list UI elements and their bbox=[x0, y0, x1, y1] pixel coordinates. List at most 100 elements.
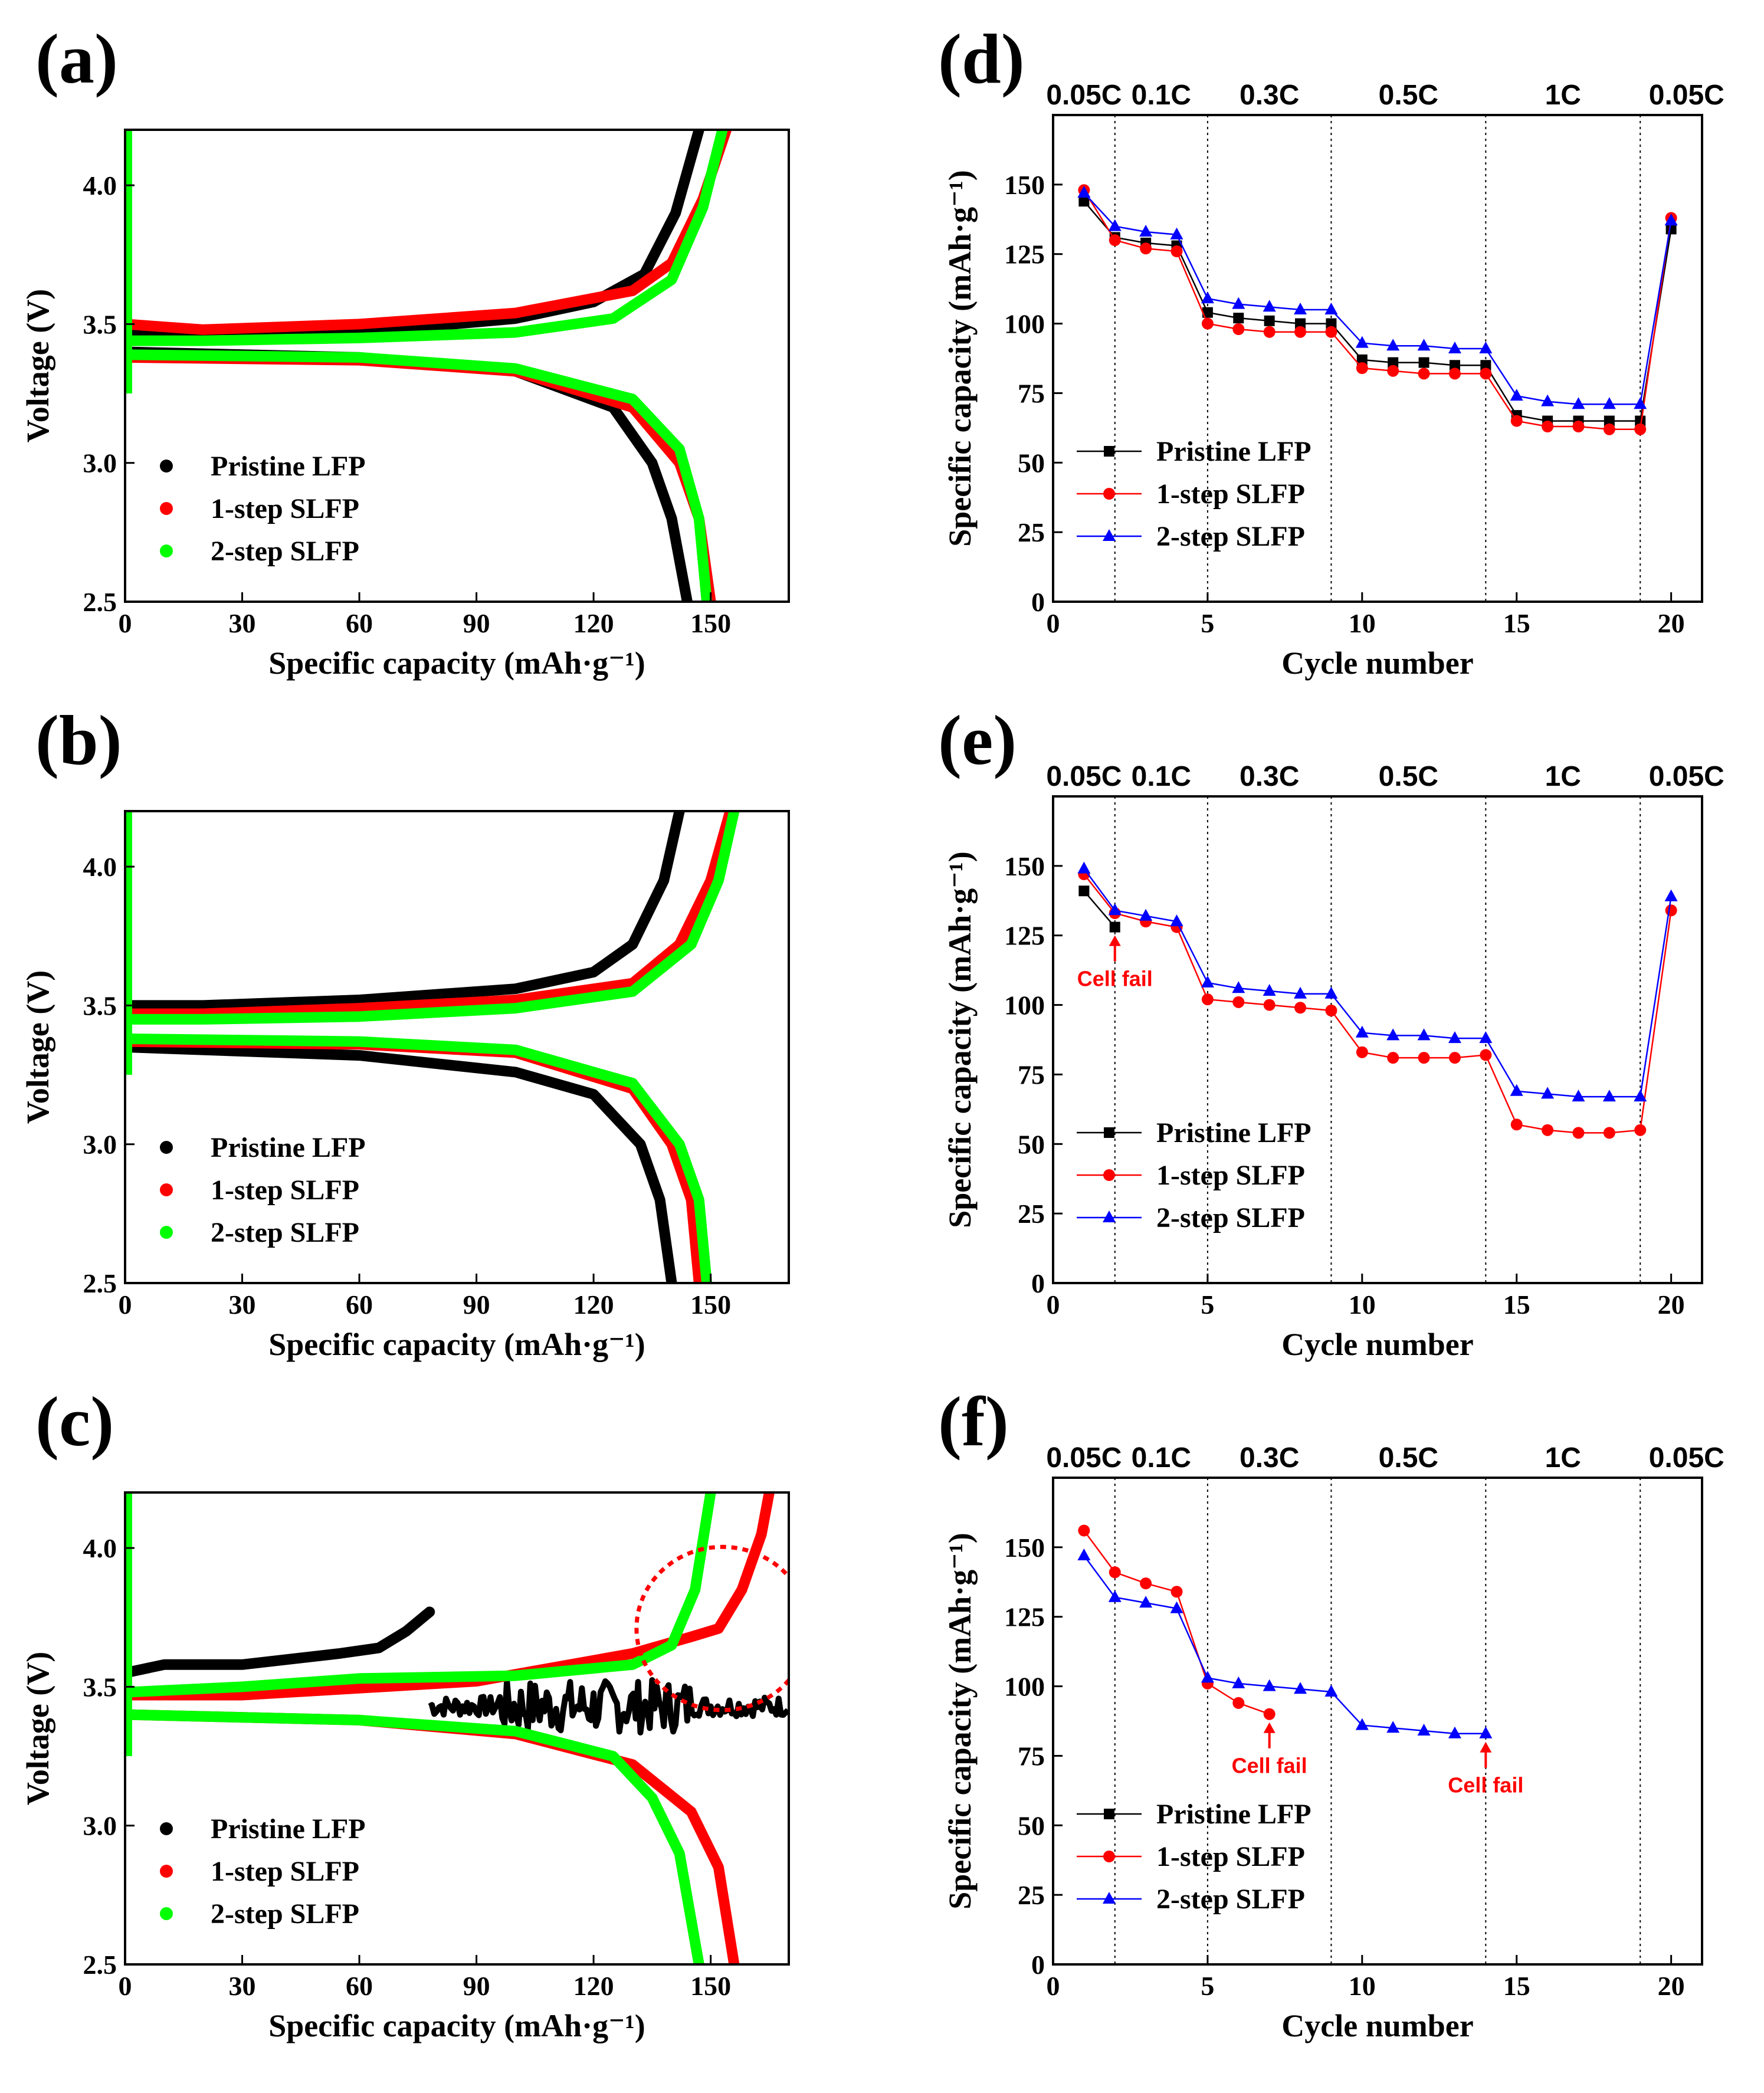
data-point bbox=[1418, 1052, 1430, 1064]
data-point bbox=[1232, 297, 1245, 309]
chart-panel-a: (a) 0 30 60 90 120 150 2.5 3.0 3.5 4.0 Specific cap… bbox=[20, 19, 790, 681]
y-tick-label: 150 bbox=[1004, 1533, 1045, 1563]
data-point bbox=[1572, 421, 1585, 432]
legend-label: 2-step SLFP bbox=[211, 536, 359, 567]
data-point bbox=[1139, 225, 1153, 237]
cell-fail-arrowhead bbox=[1480, 1741, 1492, 1753]
x-tick-label: 10 bbox=[1349, 1290, 1376, 1320]
data-point bbox=[1448, 368, 1461, 380]
legend-item: 1-step SLFP bbox=[160, 493, 359, 524]
plot-frame bbox=[1052, 795, 1703, 1284]
data-point bbox=[1417, 1724, 1431, 1736]
x-tick-label: 150 bbox=[690, 1290, 731, 1320]
legend-item: 1-step SLFP bbox=[1077, 1841, 1305, 1872]
data-point bbox=[1449, 360, 1460, 371]
legend-marker bbox=[1103, 1169, 1115, 1181]
y-tick-label: 3.5 bbox=[83, 1672, 117, 1702]
data-point bbox=[1140, 242, 1152, 255]
data-point bbox=[1664, 214, 1678, 226]
plot-frame bbox=[1052, 114, 1703, 603]
data-point bbox=[1201, 975, 1214, 988]
x-tick-label: 5 bbox=[1201, 1971, 1214, 2001]
panel-label: (a) bbox=[35, 19, 118, 98]
data-point bbox=[1418, 368, 1430, 380]
series-line bbox=[1083, 1555, 1486, 1734]
data-point bbox=[1078, 196, 1090, 207]
x-axis-title: Specific capacity (mAh·g⁻¹) bbox=[268, 645, 645, 681]
legend-item: Pristine LFP bbox=[160, 1132, 366, 1163]
legend-marker bbox=[160, 1141, 173, 1154]
data-point bbox=[1294, 326, 1307, 338]
data-point bbox=[1232, 323, 1245, 335]
plot-area bbox=[125, 1492, 789, 1964]
y-tick-label: 4.0 bbox=[83, 1533, 117, 1563]
charge-curve bbox=[125, 811, 736, 1019]
legend-marker bbox=[160, 502, 173, 515]
rate-label: 0.5C bbox=[1379, 80, 1438, 111]
data-point bbox=[1480, 360, 1491, 371]
y-tick-label: 75 bbox=[1018, 378, 1045, 408]
data-point bbox=[1202, 307, 1213, 318]
discharge-curve bbox=[125, 349, 712, 602]
legend-label: 2-step SLFP bbox=[211, 1898, 359, 1930]
x-tick-label: 60 bbox=[346, 1971, 373, 2001]
data-point bbox=[1417, 339, 1431, 351]
data-point bbox=[1232, 996, 1245, 1008]
data-point bbox=[1294, 986, 1307, 999]
legend: Pristine LFP 1-step SLFP 2-step SLFP bbox=[160, 451, 366, 567]
charge-curve bbox=[125, 1492, 716, 1698]
data-point bbox=[1170, 1586, 1183, 1598]
y-axis-title: Specific capacity (mAh·g⁻¹) bbox=[942, 170, 978, 547]
data-point bbox=[1448, 1052, 1461, 1064]
plot-area bbox=[1077, 115, 1678, 602]
data-point bbox=[1077, 1549, 1091, 1560]
series-2-step-slfp bbox=[1077, 1549, 1493, 1738]
data-point bbox=[1480, 368, 1492, 380]
series-line bbox=[1083, 192, 1672, 405]
data-point bbox=[1295, 318, 1306, 329]
rate-label: 0.3C bbox=[1240, 1442, 1299, 1474]
data-point bbox=[1541, 1087, 1555, 1099]
x-tick-label: 0 bbox=[1047, 1290, 1060, 1320]
panel-label: (d) bbox=[938, 19, 1025, 98]
y-tick-label: 125 bbox=[1004, 240, 1045, 270]
data-point bbox=[1109, 1566, 1121, 1579]
legend-item: Pristine LFP bbox=[1077, 436, 1311, 467]
data-point bbox=[1542, 421, 1554, 432]
legend-item: 2-step SLFP bbox=[1077, 1202, 1305, 1234]
data-point bbox=[1201, 291, 1214, 304]
cell-fail-label: Cell fail bbox=[1232, 1754, 1307, 1778]
y-tick-label: 50 bbox=[1018, 1129, 1045, 1159]
data-point bbox=[1479, 342, 1493, 353]
legend-item: 1-step SLFP bbox=[1077, 478, 1305, 510]
data-point bbox=[1170, 1601, 1183, 1613]
x-axis-title: Cycle number bbox=[1281, 2008, 1473, 2043]
series-2-step-slfp bbox=[1077, 186, 1678, 409]
x-tick-label: 120 bbox=[573, 1971, 614, 2001]
legend-marker bbox=[160, 544, 173, 557]
data-point bbox=[1480, 1049, 1492, 1061]
rate-label: 0.05C bbox=[1649, 80, 1724, 111]
y-axis-title: Voltage (V) bbox=[20, 289, 55, 442]
x-tick-label: 120 bbox=[573, 1290, 614, 1320]
rate-label: 0.5C bbox=[1379, 1442, 1438, 1474]
legend-label: 2-step SLFP bbox=[1156, 1202, 1305, 1234]
plot-frame bbox=[124, 129, 790, 603]
legend-marker bbox=[160, 1183, 173, 1196]
data-point bbox=[1355, 336, 1369, 348]
y-tick-label: 25 bbox=[1018, 1199, 1045, 1229]
data-point bbox=[1479, 1726, 1493, 1738]
data-point bbox=[1634, 397, 1647, 409]
data-point bbox=[1388, 357, 1399, 368]
legend-label: 2-step SLFP bbox=[211, 1217, 359, 1248]
x-tick-label: 90 bbox=[463, 608, 490, 638]
data-point bbox=[1448, 1031, 1461, 1044]
data-point bbox=[1572, 397, 1585, 409]
data-point bbox=[1263, 999, 1276, 1011]
data-point bbox=[1232, 1697, 1245, 1709]
series-2-step-slfp bbox=[125, 130, 728, 602]
x-tick-label: 30 bbox=[229, 1971, 256, 2001]
legend-item: 1-step SLFP bbox=[1077, 1160, 1305, 1191]
panel-label: (c) bbox=[35, 1382, 114, 1461]
data-point bbox=[1603, 1127, 1615, 1139]
